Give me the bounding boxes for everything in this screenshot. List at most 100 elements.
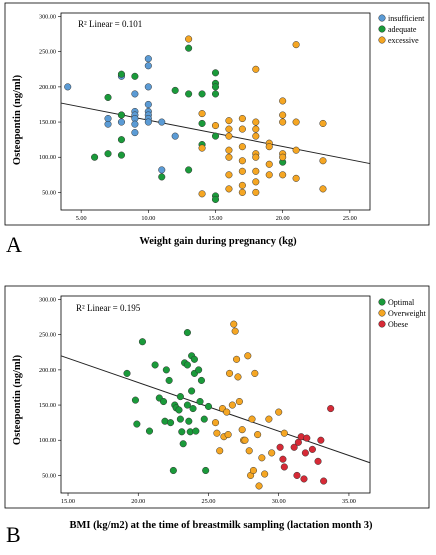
point-insufficient	[144, 100, 152, 109]
point-insufficient	[144, 83, 152, 91]
point-optimal	[195, 366, 203, 374]
point-overweight	[261, 470, 269, 478]
point-optimal	[179, 440, 187, 448]
point-overweight	[275, 408, 283, 416]
point-optimal	[123, 369, 131, 377]
y-tick-label: 150.00	[39, 119, 56, 126]
point-obese	[276, 443, 284, 451]
point-obese	[314, 457, 322, 465]
point-overweight	[225, 369, 234, 377]
point-optimal	[189, 405, 197, 413]
point-excessive	[279, 118, 287, 126]
point-overweight	[248, 415, 256, 423]
point-optimal	[131, 396, 139, 404]
point-excessive	[292, 118, 300, 126]
point-optimal	[138, 338, 147, 346]
point-overweight	[241, 436, 249, 444]
panel-b: R² Linear = 0.195 Osteopontin (ng/ml) BM…	[4, 285, 430, 547]
point-adequate	[198, 90, 206, 98]
point-excessive	[292, 174, 300, 182]
point-optimal	[192, 427, 200, 435]
point-overweight	[254, 431, 262, 439]
point-overweight	[280, 429, 288, 437]
x-tick-label: 15.00	[61, 498, 75, 505]
point-adequate	[104, 150, 112, 158]
legend-marker-obese	[378, 320, 386, 328]
point-excessive	[252, 125, 260, 133]
point-optimal	[133, 420, 141, 428]
point-excessive	[198, 110, 206, 118]
point-adequate	[211, 195, 220, 203]
x-tick-label: 5.00	[76, 215, 87, 222]
point-insufficient	[131, 90, 139, 98]
y-tick-label: 150.00	[39, 402, 56, 409]
point-optimal	[169, 466, 177, 475]
point-obese	[303, 434, 311, 442]
point-optimal	[151, 361, 159, 369]
point-adequate	[158, 173, 166, 181]
point-optimal	[176, 393, 184, 401]
point-overweight	[228, 401, 236, 409]
y-tick-label: 200.00	[39, 84, 56, 91]
point-overweight	[234, 373, 242, 381]
legend-label-insufficient: insufficient	[388, 14, 425, 23]
point-overweight	[255, 482, 263, 490]
panel-a: R² Linear = 0.101 Osteopontin (ng/ml) We…	[4, 2, 430, 257]
point-adequate	[117, 151, 126, 159]
point-overweight	[251, 369, 259, 377]
point-optimal	[175, 406, 183, 414]
point-obese	[300, 475, 308, 483]
point-overweight	[268, 449, 276, 457]
point-excessive	[211, 122, 220, 130]
point-optimal	[178, 428, 186, 436]
point-excessive	[265, 143, 273, 151]
point-overweight	[231, 327, 239, 335]
y-tick-label: 50.00	[42, 189, 56, 196]
point-excessive	[225, 171, 233, 179]
point-adequate	[91, 153, 99, 161]
panel-b-x-axis-title: BMI (kg/m2) at the time of breastmilk sa…	[69, 520, 373, 531]
point-excessive	[225, 132, 233, 140]
legend-marker-optimal	[378, 298, 386, 306]
point-optimal	[183, 361, 191, 369]
y-tick-label: 300.00	[39, 297, 56, 304]
point-excessive	[238, 181, 246, 189]
point-obese	[294, 438, 302, 446]
point-adequate	[198, 119, 206, 128]
point-excessive	[265, 171, 273, 179]
panel-a-points	[64, 35, 327, 203]
point-excessive	[319, 119, 327, 128]
panel-b-label: B	[6, 522, 21, 547]
point-overweight	[238, 426, 246, 434]
point-excessive	[238, 188, 246, 196]
point-adequate	[211, 69, 220, 77]
point-excessive	[265, 160, 273, 168]
y-tick-label: 200.00	[39, 367, 56, 374]
x-tick-label: 25.00	[343, 215, 357, 222]
panel-a-plot-area	[60, 12, 371, 211]
panel-b-ticks: 15.00 20.00 25.00 30.00 35.00 50.00 100.00 150.…	[39, 297, 356, 505]
point-excessive	[225, 125, 233, 133]
point-adequate	[185, 166, 193, 174]
legend-marker-adequate	[378, 25, 386, 33]
legend-label-optimal: Optimal	[388, 298, 415, 307]
point-excessive	[198, 144, 206, 152]
point-excessive	[238, 143, 246, 151]
x-tick-label: 15.00	[209, 215, 223, 222]
point-excessive	[225, 117, 233, 125]
point-adequate	[131, 72, 139, 80]
point-excessive	[292, 41, 300, 49]
point-obese	[320, 477, 328, 485]
point-overweight	[211, 419, 220, 427]
point-overweight	[258, 454, 266, 462]
point-excessive	[319, 157, 327, 165]
panel-a-r2-label: R² Linear = 0.101	[78, 19, 142, 29]
point-excessive	[238, 114, 246, 123]
point-excessive	[252, 153, 260, 161]
panel-b-points	[123, 320, 335, 490]
point-excessive	[252, 65, 260, 73]
point-excessive	[225, 146, 233, 154]
point-excessive	[252, 118, 260, 126]
point-overweight	[249, 466, 257, 475]
point-obese	[327, 405, 335, 413]
